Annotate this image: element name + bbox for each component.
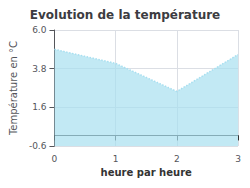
svg-text:-0.6: -0.6 <box>29 141 47 151</box>
svg-text:Température en °C: Température en °C <box>8 41 19 136</box>
svg-text:Evolution de la température: Evolution de la température <box>30 8 221 22</box>
svg-text:6.0: 6.0 <box>32 25 47 35</box>
svg-text:1.6: 1.6 <box>32 102 47 112</box>
svg-text:2: 2 <box>174 154 180 164</box>
svg-text:1: 1 <box>113 154 119 164</box>
svg-text:3: 3 <box>235 154 241 164</box>
svg-text:3.8: 3.8 <box>32 64 47 74</box>
svg-text:heure par heure: heure par heure <box>101 167 192 178</box>
svg-text:0: 0 <box>52 154 58 164</box>
